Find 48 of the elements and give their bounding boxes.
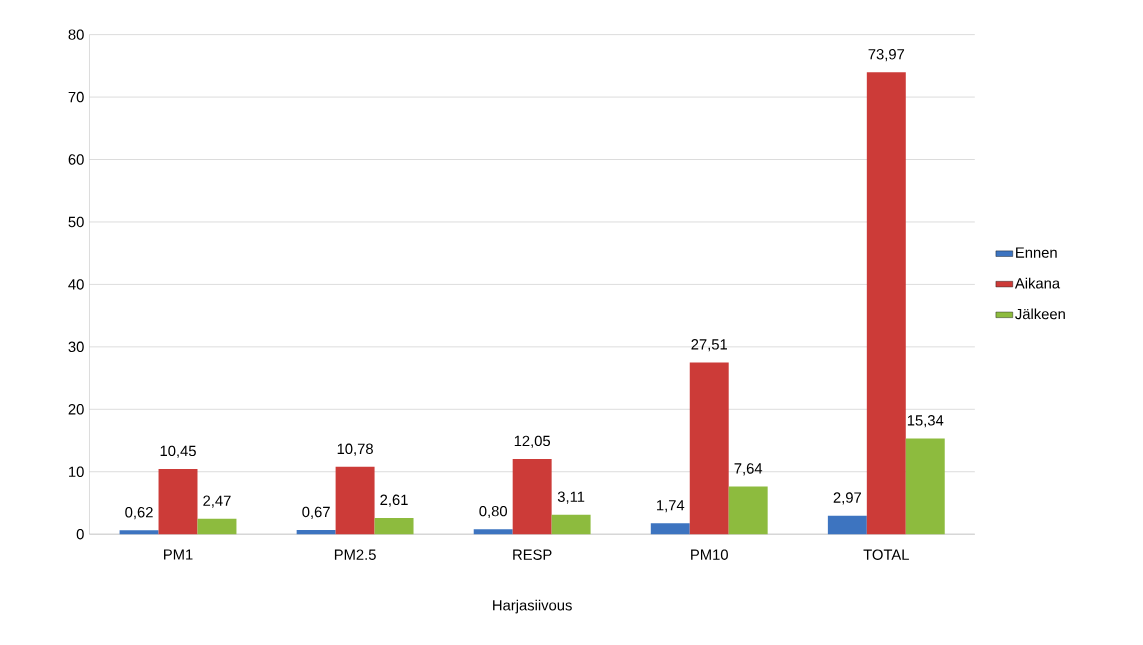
y-tick-label: 20 xyxy=(68,404,84,415)
legend-label: Ennen xyxy=(1016,247,1057,258)
bar xyxy=(473,529,513,535)
bar xyxy=(728,486,768,535)
data-label: 2,61 xyxy=(380,494,408,507)
data-label: 2,47 xyxy=(203,495,231,508)
bar xyxy=(689,362,729,535)
bar xyxy=(119,530,159,535)
bar xyxy=(296,530,336,535)
y-tick-label: 40 xyxy=(68,279,84,290)
y-tick-label: 70 xyxy=(68,91,84,103)
data-label: 3,11 xyxy=(557,491,585,504)
bar xyxy=(374,517,414,535)
legend-label: Jälkeen xyxy=(1015,308,1065,320)
data-label: 10,78 xyxy=(337,443,373,456)
data-label: 15,34 xyxy=(907,415,944,428)
data-label: 1,74 xyxy=(657,500,685,513)
bar xyxy=(827,515,867,535)
bar xyxy=(335,466,375,535)
x-tick-label: PM10 xyxy=(691,549,728,560)
bar xyxy=(512,458,552,535)
x-axis-title: Harjasiivous xyxy=(493,599,572,614)
y-tick-label: 0 xyxy=(76,528,84,540)
y-tick-label: 10 xyxy=(69,466,84,477)
data-label: 73,97 xyxy=(868,49,905,62)
data-label: 12,05 xyxy=(514,435,551,448)
x-tick-label: PM2.5 xyxy=(334,549,376,560)
bar xyxy=(650,523,690,535)
data-label: 7,64 xyxy=(734,463,763,476)
data-label: 0,67 xyxy=(302,506,330,519)
legend-label: Aikana xyxy=(1014,277,1061,289)
data-label: 27,51 xyxy=(691,339,727,352)
bar xyxy=(905,438,945,535)
y-tick-label: 80 xyxy=(68,29,84,40)
bar xyxy=(551,514,591,535)
data-label: 0,80 xyxy=(479,505,507,519)
data-label: 2,97 xyxy=(833,492,861,505)
y-tick-label: 30 xyxy=(68,341,84,353)
x-tick-label: RESP xyxy=(513,549,552,560)
x-tick-label: TOTAL xyxy=(863,549,909,560)
y-tick-label: 60 xyxy=(68,154,84,165)
y-tick-label: 50 xyxy=(68,216,84,228)
bar xyxy=(866,72,906,535)
data-label: 0,62 xyxy=(125,507,153,520)
x-tick-label: PM1 xyxy=(164,549,193,560)
data-label: 10,45 xyxy=(160,445,196,458)
bar xyxy=(158,468,198,535)
bar xyxy=(197,518,237,535)
